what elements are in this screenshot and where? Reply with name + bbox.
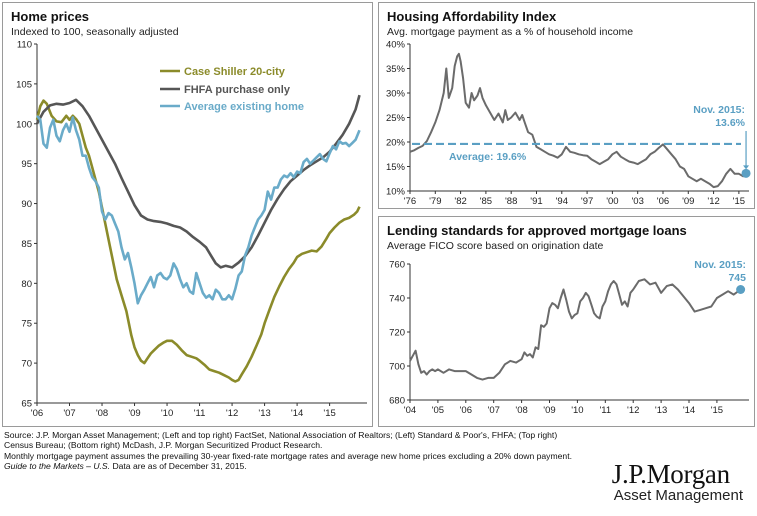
y-tick-label: 15% xyxy=(386,162,406,173)
x-tick-label: '09 xyxy=(682,196,694,207)
affordability-subtitle: Avg. mortgage payment as a % of househol… xyxy=(387,26,634,38)
x-tick-label: '06 xyxy=(460,405,472,416)
source-line-4: Guide to the Markets – U.S. Data are as … xyxy=(4,461,564,471)
x-tick-label: '05 xyxy=(432,405,444,416)
annotation-point xyxy=(736,285,746,294)
average-label: Average: 19.6% xyxy=(449,151,527,163)
x-tick-label: '04 xyxy=(404,405,416,416)
x-tick-label: '76 xyxy=(404,196,416,207)
annotation-value: 13.6% xyxy=(715,117,745,129)
x-tick-label: '88 xyxy=(505,196,517,207)
logo-sub: Asset Management xyxy=(613,487,743,504)
y-tick-label: 105 xyxy=(16,79,32,90)
x-tick-label: '03 xyxy=(631,196,643,207)
x-tick-label: '15 xyxy=(711,405,723,416)
series-line-average-existing-home xyxy=(35,114,361,305)
x-tick-label: '09 xyxy=(128,408,140,419)
x-tick-label: '07 xyxy=(488,405,500,416)
x-tick-label: '82 xyxy=(454,196,466,207)
x-tick-label: '94 xyxy=(556,196,568,207)
fico-line xyxy=(409,278,742,381)
source-notes: Source: J.P. Morgan Asset Management; (L… xyxy=(4,430,572,471)
y-tick-label: 85 xyxy=(21,239,32,250)
logo-name: J.P.Morgan xyxy=(611,459,730,489)
y-tick-label: 95 xyxy=(21,159,32,170)
lending-panel: Lending standards for approved mortgage … xyxy=(378,216,755,427)
home-prices-panel: Home prices Indexed to 100, seasonally a… xyxy=(2,2,373,427)
y-tick-label: 90 xyxy=(21,199,32,210)
lending-title: Lending standards for approved mortgage … xyxy=(387,223,687,238)
y-tick-label: 10% xyxy=(386,187,406,198)
y-tick-label: 760 xyxy=(389,260,405,271)
annotation-value: 745 xyxy=(728,272,746,284)
x-tick-label: '07 xyxy=(63,408,75,419)
x-tick-label: '11 xyxy=(194,408,206,419)
x-tick-label: '85 xyxy=(480,196,492,207)
x-tick-label: '10 xyxy=(161,408,173,419)
y-tick-label: 100 xyxy=(16,119,32,130)
y-tick-label: 25% xyxy=(386,113,406,124)
x-tick-label: '14 xyxy=(683,405,695,416)
average-label-bg xyxy=(445,148,537,163)
affordability-title: Housing Affordability Index xyxy=(387,9,557,24)
x-tick-label: '09 xyxy=(543,405,555,416)
x-tick-label: '91 xyxy=(530,196,542,207)
y-tick-label: 680 xyxy=(389,396,405,407)
y-tick-label: 110 xyxy=(17,40,32,51)
x-tick-label: '13 xyxy=(258,408,270,419)
x-tick-label: '12 xyxy=(707,196,719,207)
y-tick-label: 40% xyxy=(386,40,406,51)
lending-chart: 680 700 720 740 760 '04 '05 '06 '07 '08 '09 '10 '11 '… xyxy=(389,259,749,416)
home-prices-subtitle: Indexed to 100, seasonally adjusted xyxy=(11,26,179,38)
annotation-label: Nov. 2015: xyxy=(693,104,745,116)
home-prices-title: Home prices xyxy=(11,9,90,24)
guide-title: Guide to the Markets – U.S. xyxy=(4,460,111,471)
x-tick-label: '10 xyxy=(571,405,583,416)
source-line-3: Monthly mortgage payment assumes the pre… xyxy=(4,450,572,461)
x-tick-label: '06 xyxy=(31,408,43,419)
source-line-2: Census Bureau; (Bottom right) McDash, J.… xyxy=(4,440,323,451)
source-line-1: Source: J.P. Morgan Asset Management; (L… xyxy=(4,430,558,440)
x-tick-label: '08 xyxy=(96,408,108,419)
x-tick-label: '11 xyxy=(599,405,611,416)
jpmorgan-logo: J.P.Morgan Asset Management xyxy=(612,460,743,504)
x-tick-label: '06 xyxy=(657,196,669,207)
legend-label: FHFA purchase only xyxy=(184,84,291,96)
x-tick-label: '15 xyxy=(733,196,745,207)
affordability-panel: Housing Affordability Index Avg. mortgag… xyxy=(378,2,755,209)
y-tick-label: 720 xyxy=(389,328,405,339)
y-tick-label: 70 xyxy=(21,359,32,370)
x-tick-label: '12 xyxy=(226,408,238,419)
annotation-arrowhead xyxy=(743,165,750,170)
home-prices-chart: 65 70 75 80 85 90 95 100 105 110 '06 '07 '08 '09 '10 '1… xyxy=(16,40,367,419)
y-tick-label: 35% xyxy=(386,64,406,75)
x-tick-label: '14 xyxy=(291,408,303,419)
x-tick-label: '00 xyxy=(606,196,618,207)
legend-label: Case Shiller 20-city xyxy=(184,66,286,78)
x-tick-label: '08 xyxy=(515,405,527,416)
annotation-point xyxy=(741,168,751,178)
series-line-fhfa-purchase-only xyxy=(35,94,361,269)
y-tick-label: 20% xyxy=(386,138,406,149)
x-tick-label: '97 xyxy=(581,196,593,207)
affordability-chart: 10% 15% 20% 25% 30% 35% 40% '76 '79 '82 '85 '88 '91 '… xyxy=(386,40,751,207)
annotation-label: Nov. 2015: xyxy=(694,259,746,271)
y-tick-label: 30% xyxy=(386,89,406,100)
affordability-line xyxy=(409,52,747,189)
legend-label: Average existing home xyxy=(184,101,304,113)
y-tick-label: 80 xyxy=(21,279,32,290)
x-tick-label: '79 xyxy=(429,196,441,207)
data-as-of: Data are as of December 31, 2015. xyxy=(112,460,247,471)
lending-subtitle: Average FICO score based on origination … xyxy=(387,240,604,252)
y-tick-label: 740 xyxy=(389,294,405,305)
x-tick-label: '15 xyxy=(323,408,335,419)
y-tick-label: 65 xyxy=(21,399,32,410)
series-line-case-shiller-20-city xyxy=(35,99,361,383)
y-tick-label: 75 xyxy=(21,319,32,330)
y-tick-label: 700 xyxy=(389,362,405,373)
x-tick-label: '13 xyxy=(655,405,667,416)
x-tick-label: '12 xyxy=(627,405,639,416)
